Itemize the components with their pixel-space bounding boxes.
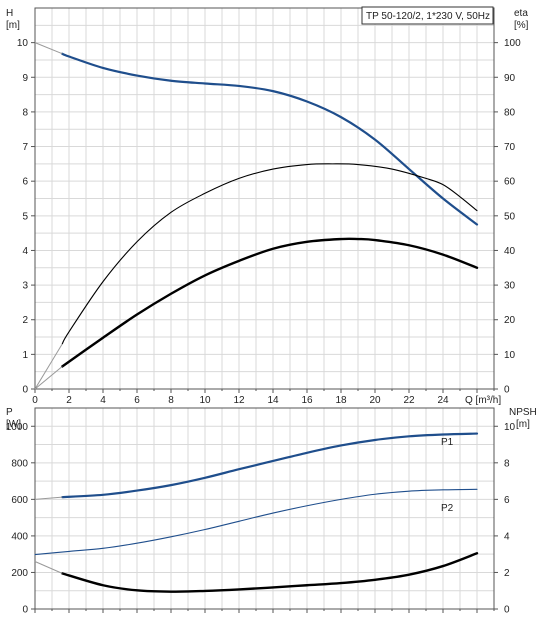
bottom-left-tick-label: 1000 [6, 422, 29, 433]
top-right-tick-label: 90 [504, 73, 516, 84]
series-layer [34, 42, 479, 593]
bottom-left-tick-label: 200 [11, 568, 28, 579]
p1-series-label: P1 [441, 437, 454, 448]
guide-line-4 [34, 561, 63, 574]
chart-title: TP 50-120/2, 1*230 V, 50Hz [366, 11, 490, 22]
bottom-right-tick-label: 8 [504, 458, 510, 469]
top-x-tick-label: 24 [437, 395, 449, 406]
top-left-tick-label: 9 [22, 73, 28, 84]
bottom-plot-frame [34, 407, 495, 610]
top-left-axis-name: H [6, 8, 13, 19]
bottom-left-tick-label: 400 [11, 531, 28, 542]
top-right-tick-label: 0 [504, 385, 510, 396]
guide-line-2 [34, 366, 63, 390]
top-x-tick-label: 4 [100, 395, 106, 406]
bottom-right-tick-label: 4 [504, 531, 510, 542]
p2-series-label: P2 [441, 503, 454, 514]
bottom-left-axis-name: P [6, 407, 13, 418]
x-axis-label: Q [m³/h] [465, 395, 501, 406]
top-right-tick-label: 30 [504, 281, 516, 292]
bottom-left-tick-label: 0 [22, 605, 28, 616]
top-left-tick-label: 6 [22, 177, 28, 188]
top-x-tick-label: 18 [335, 395, 347, 406]
frame-layer [31, 7, 498, 613]
top-x-tick-label: 12 [233, 395, 245, 406]
top-right-tick-label: 40 [504, 246, 516, 257]
top-left-tick-label: 0 [22, 385, 28, 396]
top-curve-0 [61, 52, 479, 226]
top-left-tick-label: 7 [22, 142, 28, 153]
top-curve-1 [61, 163, 478, 345]
top-left-tick-label: 8 [22, 107, 28, 118]
bottom-left-tick-label: 800 [11, 458, 28, 469]
bottom-right-axis-name: NPSH [509, 407, 537, 418]
top-right-tick-label: 70 [504, 142, 516, 153]
top-x-tick-label: 6 [134, 395, 140, 406]
top-x-tick-label: 14 [267, 395, 279, 406]
top-curve-2 [61, 237, 479, 368]
guide-line-1 [34, 343, 63, 390]
top-right-tick-label: 50 [504, 211, 516, 222]
top-x-tick-label: 2 [66, 395, 72, 406]
bottom-right-axis-unit: [m] [516, 419, 530, 430]
top-x-tick-label: 16 [301, 395, 313, 406]
top-plot-frame [34, 7, 495, 390]
text-layer: TP 50-120/2, 1*230 V, 50Hz H [m] eta [%]… [6, 6, 537, 616]
bottom-right-tick-label: 2 [504, 568, 510, 579]
top-right-axis-name: eta [514, 8, 528, 19]
bottom-right-tick-label: 6 [504, 495, 510, 506]
top-left-tick-label: 1 [22, 350, 28, 361]
top-x-tick-label: 22 [403, 395, 415, 406]
p1-curve [61, 432, 479, 499]
title-box [361, 6, 494, 25]
p2-curve [34, 488, 478, 556]
top-right-tick-label: 80 [504, 107, 516, 118]
guide-line-3 [34, 496, 63, 500]
top-right-tick-label: 100 [504, 38, 521, 49]
top-left-tick-label: 10 [17, 38, 29, 49]
top-right-tick-label: 20 [504, 315, 516, 326]
top-x-tick-label: 8 [168, 395, 174, 406]
bottom-right-tick-label: 10 [504, 422, 516, 433]
top-right-tick-label: 10 [504, 350, 516, 361]
top-left-axis-unit: [m] [6, 20, 20, 31]
top-right-axis-unit: [%] [514, 20, 529, 31]
top-left-tick-label: 2 [22, 315, 28, 326]
top-right-tick-label: 60 [504, 177, 516, 188]
top-x-tick-label: 20 [369, 395, 381, 406]
top-x-tick-label: 0 [32, 395, 38, 406]
top-x-tick-label: 10 [199, 395, 211, 406]
bottom-curve-2 [61, 552, 479, 593]
bottom-left-axis-unit: [W] [6, 419, 21, 430]
bottom-right-tick-label: 0 [504, 605, 510, 616]
top-left-tick-label: 3 [22, 281, 28, 292]
top-left-tick-label: 4 [22, 246, 28, 257]
top-left-tick-label: 5 [22, 211, 28, 222]
bottom-left-tick-label: 600 [11, 495, 28, 506]
guide-line-0 [34, 42, 63, 55]
grid-layer [34, 7, 495, 610]
